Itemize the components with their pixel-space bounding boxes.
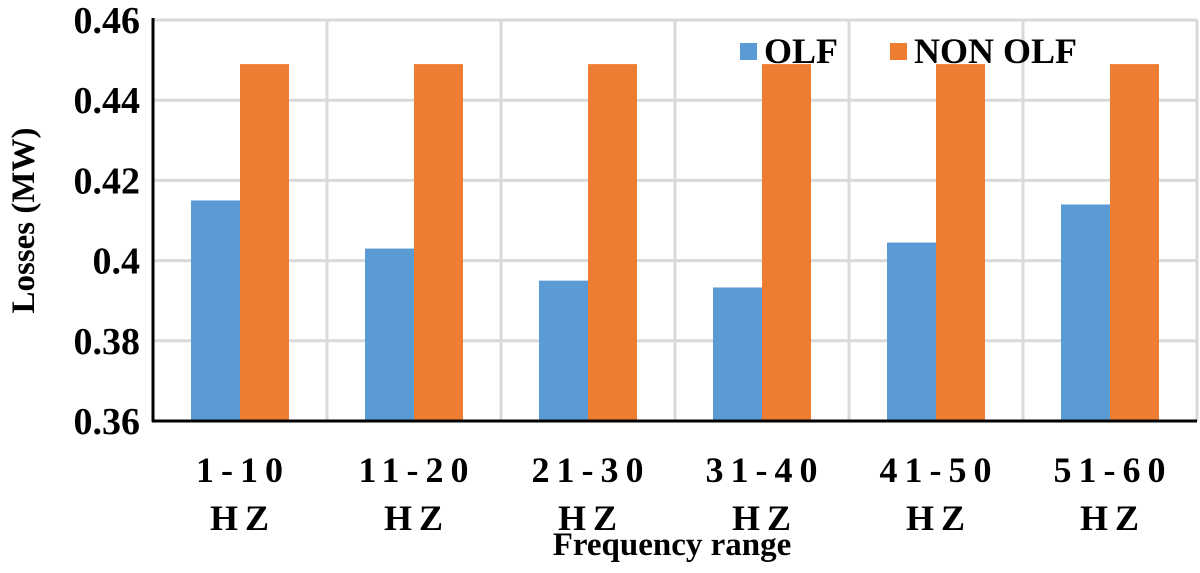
x-tick-label: 21-30 (532, 450, 651, 490)
x-tick-label: 51-60 (1054, 450, 1173, 490)
legend-swatch (890, 43, 907, 60)
bar-non-olf (240, 64, 289, 422)
y-tick-labels: 0.36 0.38 0.4 0.42 0.44 0.46 (74, 0, 141, 443)
x-tick-labels: 1-10 HZ 11-20 HZ 21-30 HZ 31-40 HZ 41-50 HZ 51-60 H… (196, 450, 1173, 538)
bar-olf (539, 280, 588, 421)
y-tick-label: 0.42 (74, 160, 141, 202)
bar-olf (1061, 204, 1110, 421)
y-tick-label: 0.38 (74, 321, 141, 363)
bar-non-olf (414, 64, 463, 422)
x-tick-label-unit: HZ (906, 498, 972, 538)
x-tick-label: 41-50 (880, 450, 999, 490)
y-tick-label: 0.4 (93, 241, 141, 283)
legend-label: OLF (764, 31, 838, 71)
bar-olf (713, 287, 762, 421)
bar-non-olf (1110, 64, 1159, 422)
y-tick-label: 0.46 (74, 0, 141, 42)
x-tick-label: 1-10 (196, 450, 290, 490)
gridlines (153, 18, 1199, 421)
y-axis-title: Losses (MW) (6, 127, 42, 313)
x-tick-label: 31-40 (706, 450, 825, 490)
bars (191, 64, 1159, 422)
bar-olf (191, 200, 240, 421)
bar-non-olf (936, 64, 985, 422)
bar-non-olf (588, 64, 637, 422)
legend-swatch (740, 43, 757, 60)
bar-non-olf (762, 64, 811, 422)
legend-label: NON OLF (914, 31, 1077, 71)
x-axis-title: Frequency range (553, 527, 792, 563)
x-tick-label: 11-20 (358, 450, 475, 490)
x-tick-label-unit: HZ (558, 498, 624, 538)
y-tick-label: 0.44 (74, 80, 141, 122)
y-tick-label: 0.36 (74, 401, 141, 443)
bar-olf (887, 242, 936, 421)
x-tick-label-unit: HZ (732, 498, 798, 538)
x-tick-label-unit: HZ (384, 498, 450, 538)
x-tick-label-unit: HZ (210, 498, 276, 538)
bar-olf (365, 248, 414, 421)
legend: OLF NON OLF (740, 31, 1077, 71)
axes (151, 18, 1197, 423)
x-tick-label-unit: HZ (1080, 498, 1146, 538)
